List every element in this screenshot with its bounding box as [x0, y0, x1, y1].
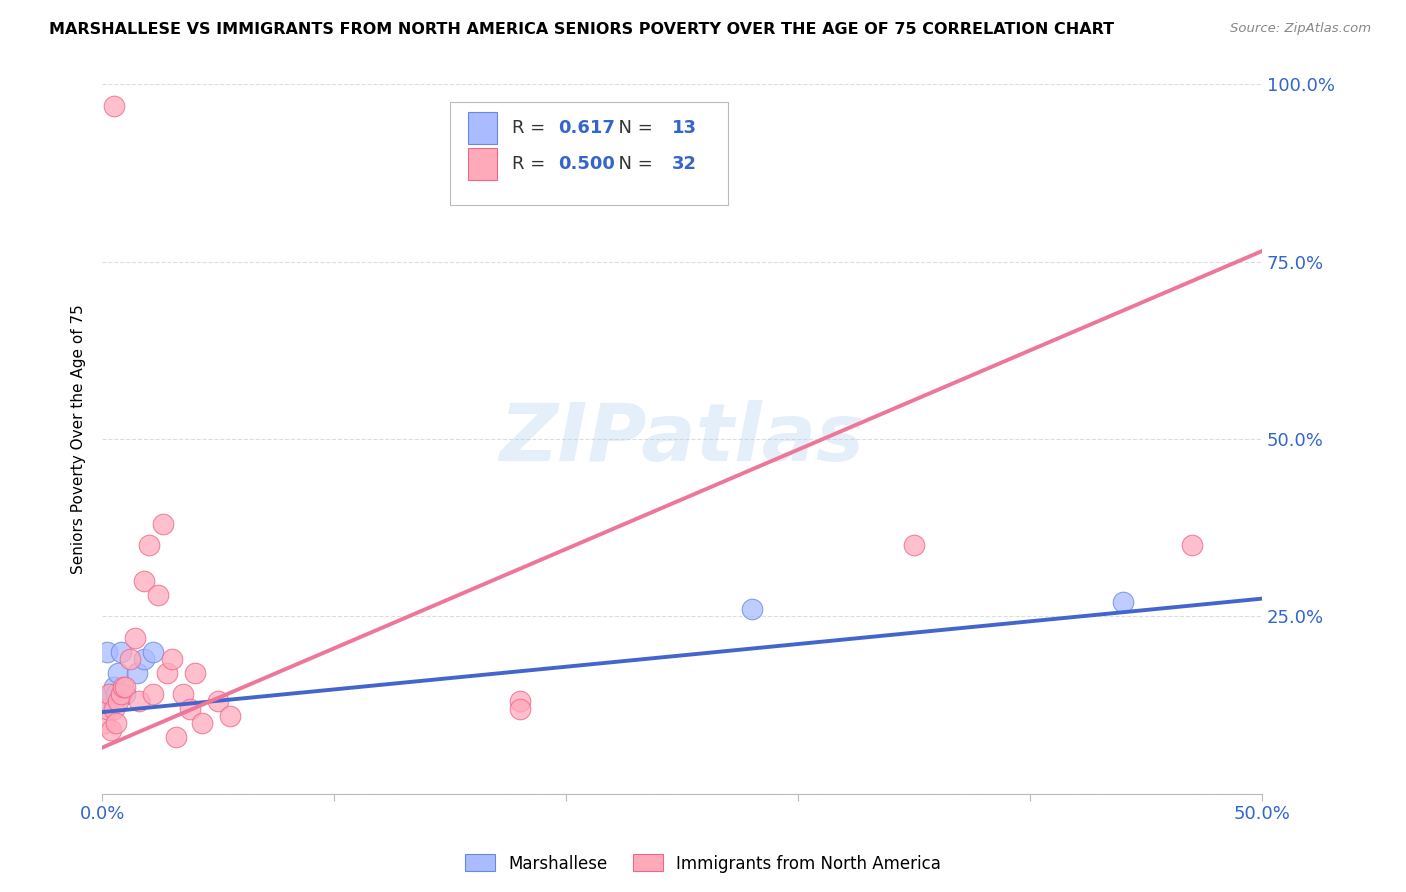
Point: [107, 694, 129, 708]
Point: [509, 694, 531, 708]
Point: [132, 574, 155, 588]
Point: [152, 517, 174, 532]
Point: [1112, 595, 1135, 609]
Text: ZIPatlas: ZIPatlas: [499, 400, 865, 478]
Point: [96, 701, 118, 715]
Point: [184, 666, 207, 681]
Point: [114, 681, 136, 695]
Legend: Marshallese, Immigrants from North America: Marshallese, Immigrants from North Ameri…: [458, 847, 948, 880]
Point: [100, 723, 122, 737]
Point: [103, 681, 125, 695]
Point: [125, 666, 148, 681]
Point: [142, 645, 165, 659]
Point: [96, 645, 118, 659]
Point: [172, 687, 194, 701]
Text: N =: N =: [606, 120, 658, 137]
Y-axis label: Seniors Poverty Over the Age of 75: Seniors Poverty Over the Age of 75: [72, 304, 86, 574]
Bar: [468, 112, 496, 145]
Point: [93, 715, 115, 730]
Point: [207, 694, 229, 708]
Point: [103, 701, 125, 715]
Point: [132, 652, 155, 666]
Point: [98, 694, 121, 708]
Point: [107, 666, 129, 681]
Text: 13: 13: [672, 120, 696, 137]
FancyBboxPatch shape: [450, 103, 728, 205]
Point: [146, 588, 169, 602]
Point: [124, 631, 146, 645]
Point: [112, 681, 135, 695]
Point: [118, 652, 141, 666]
Point: [105, 687, 128, 701]
Point: [128, 694, 150, 708]
Point: [156, 666, 179, 681]
Text: Source: ZipAtlas.com: Source: ZipAtlas.com: [1230, 22, 1371, 36]
Point: [509, 701, 531, 715]
Point: [110, 687, 132, 701]
Point: [114, 687, 136, 701]
Text: 0.617: 0.617: [558, 120, 614, 137]
Bar: [468, 148, 496, 180]
Point: [138, 538, 160, 552]
Text: 0.500: 0.500: [558, 155, 614, 173]
Text: R =: R =: [512, 120, 551, 137]
Point: [110, 645, 132, 659]
Point: [218, 708, 240, 723]
Text: N =: N =: [606, 155, 658, 173]
Point: [1181, 538, 1204, 552]
Point: [142, 687, 165, 701]
Point: [103, 99, 125, 113]
Text: R =: R =: [512, 155, 551, 173]
Point: [160, 652, 183, 666]
Point: [179, 701, 201, 715]
Point: [105, 715, 128, 730]
Point: [741, 602, 763, 616]
Text: MARSHALLESE VS IMMIGRANTS FROM NORTH AMERICA SENIORS POVERTY OVER THE AGE OF 75 : MARSHALLESE VS IMMIGRANTS FROM NORTH AME…: [49, 22, 1115, 37]
Text: 32: 32: [672, 155, 696, 173]
Point: [191, 715, 214, 730]
Point: [903, 538, 925, 552]
Point: [100, 687, 122, 701]
Point: [98, 687, 121, 701]
Point: [165, 730, 187, 744]
